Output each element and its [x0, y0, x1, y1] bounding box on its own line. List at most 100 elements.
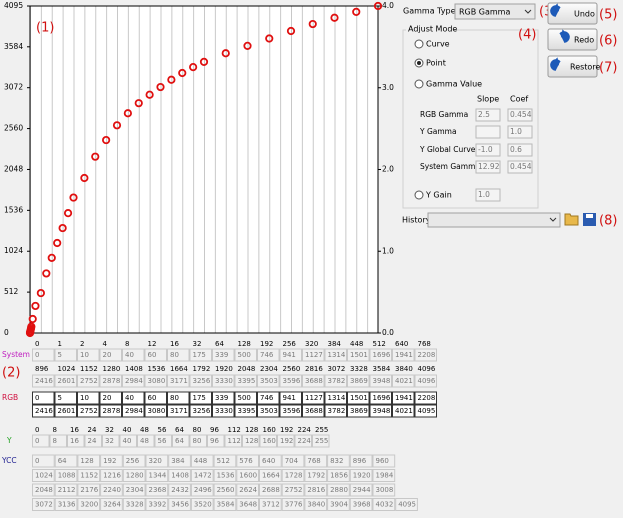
cell — [349, 483, 373, 497]
cell — [369, 391, 392, 405]
cell-text: 4095 — [418, 407, 436, 415]
radio[interactable] — [414, 39, 424, 49]
cell-text: 40 — [123, 437, 132, 445]
group-title: Adjust Mode — [408, 25, 457, 34]
y2-tick-label: 4.0 — [382, 1, 394, 10]
history-select[interactable] — [427, 212, 561, 228]
cell — [49, 434, 67, 448]
cell-text: 704 — [285, 457, 299, 465]
point — [286, 26, 296, 36]
cell — [213, 483, 237, 497]
cell — [213, 454, 237, 468]
cell-text: 746 — [260, 394, 274, 402]
column-header: 4096 — [418, 365, 436, 373]
cell — [224, 434, 242, 448]
input-box[interactable] — [507, 160, 533, 174]
column-header: 48 — [140, 426, 149, 434]
cell — [369, 348, 392, 362]
radio[interactable] — [414, 79, 424, 89]
column-header: 1920 — [215, 365, 233, 373]
cell — [77, 348, 100, 362]
input-box[interactable] — [475, 143, 501, 157]
save-icon[interactable] — [583, 213, 596, 226]
y-tick-label: 4095 — [4, 1, 23, 10]
column-header: 3328 — [350, 365, 368, 373]
cell — [304, 498, 328, 511]
cell-text: 1408 — [171, 472, 189, 480]
column-header: 1280 — [103, 365, 121, 373]
cell-text: 448 — [194, 457, 207, 465]
cell — [144, 374, 167, 388]
column-header: Slope — [477, 95, 499, 104]
cell — [168, 469, 191, 482]
cell — [190, 469, 214, 482]
redo-button[interactable]: Redo — [547, 28, 598, 51]
cell-text: 2208 — [418, 351, 436, 359]
input-box[interactable] — [507, 125, 533, 139]
button[interactable] — [547, 2, 598, 25]
input-box[interactable] — [507, 143, 533, 157]
cell-text: 3776 — [285, 501, 303, 509]
cell-text: 3330 — [215, 407, 233, 415]
open-icon[interactable] — [564, 213, 579, 226]
cell-text: 339 — [215, 394, 228, 402]
restore-button[interactable]: Restore — [547, 55, 600, 78]
group-box — [402, 29, 539, 209]
annotation: (7) — [599, 61, 617, 76]
column-header: 2048 — [238, 365, 256, 373]
cell-text: 1501 — [350, 394, 368, 402]
input-box[interactable] — [475, 160, 501, 174]
cell-text: 1344 — [149, 472, 167, 480]
cell-text: 80 — [193, 437, 202, 445]
cell-text: 0 — [35, 437, 39, 445]
cell-text: 3256 — [193, 377, 211, 385]
cell-text: 1941 — [395, 394, 413, 402]
cell-text: 64 — [175, 437, 184, 445]
column-header: 24 — [88, 426, 97, 434]
cell-text: 32 — [105, 437, 114, 445]
cell-text: 1696 — [373, 394, 391, 402]
input-box[interactable] — [475, 188, 501, 202]
cell — [67, 434, 85, 448]
cell-text: 3171 — [170, 377, 188, 385]
column-header: 32 — [105, 426, 114, 434]
cell-text: 0 — [35, 457, 39, 465]
cell-text: 960 — [376, 457, 389, 465]
cell-text: 339 — [215, 351, 228, 359]
cell-text: 40 — [125, 351, 134, 359]
cell — [54, 374, 77, 388]
cell-text: 3200 — [80, 501, 98, 509]
cell-text: 2176 — [80, 486, 98, 494]
undo-button[interactable]: Undo — [547, 2, 598, 25]
gamma-type-select[interactable] — [454, 3, 536, 20]
cell-text: 2752 — [80, 407, 98, 415]
cell-text: 2816 — [307, 486, 325, 494]
cell — [54, 391, 77, 405]
y-tick-label: 3072 — [4, 83, 23, 92]
point — [53, 238, 62, 248]
cell — [234, 391, 257, 405]
cell — [77, 454, 101, 468]
cell — [122, 498, 146, 511]
input-box[interactable] — [475, 125, 501, 139]
column-header: 3584 — [373, 365, 391, 373]
cell-text: 1314 — [328, 394, 346, 402]
cell — [189, 348, 212, 362]
cell-text: 3520 — [194, 501, 212, 509]
cell — [372, 469, 396, 482]
cell — [32, 483, 55, 497]
cell-text: 4096 — [418, 377, 436, 385]
cell — [372, 498, 396, 511]
cell-text: 941 — [283, 351, 296, 359]
cell — [84, 434, 102, 448]
input-box[interactable] — [475, 108, 501, 122]
cell-text: 3330 — [215, 377, 233, 385]
radio[interactable] — [414, 190, 424, 200]
cell — [77, 469, 101, 482]
input-box[interactable] — [507, 108, 533, 122]
cell-text: 2984 — [125, 377, 143, 385]
point — [27, 322, 36, 331]
cell-text: 768 — [307, 457, 320, 465]
point — [80, 173, 89, 183]
cell-text: 128 — [80, 457, 93, 465]
